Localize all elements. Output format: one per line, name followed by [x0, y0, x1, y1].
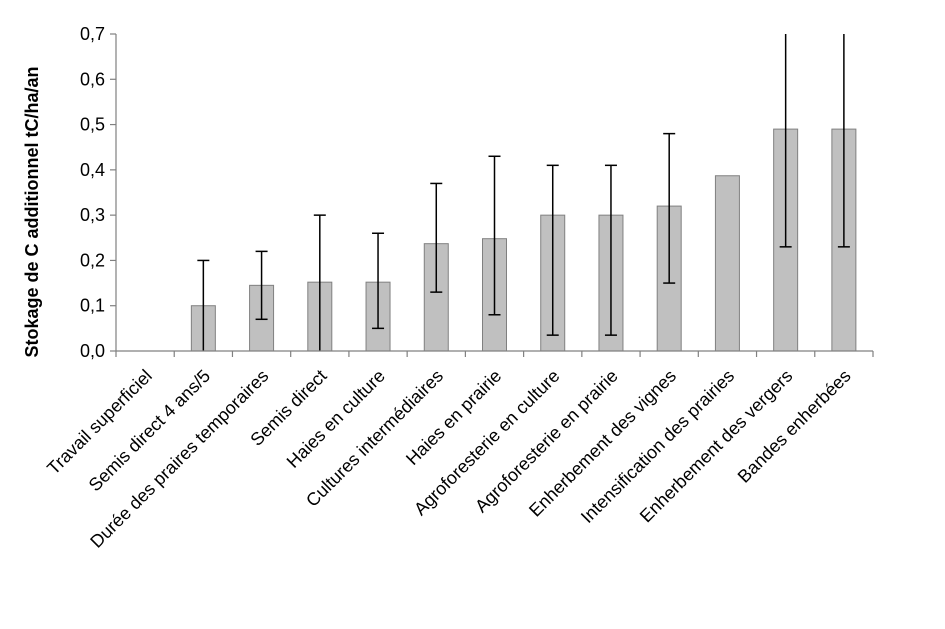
- y-tick-label: 0,1: [80, 296, 105, 316]
- y-tick-label: 0,6: [80, 69, 105, 89]
- y-tick-label: 0,0: [80, 341, 105, 361]
- bars-layer: [190, 128, 857, 352]
- y-tick-label: 0,7: [80, 24, 105, 44]
- x-tick-label: Travail superficiel: [43, 366, 156, 479]
- x-tick-label: Haies en culture: [283, 366, 389, 472]
- y-tick-label: 0,4: [80, 160, 105, 180]
- error-bars-layer: [197, 34, 850, 351]
- axes-layer: [115, 34, 874, 357]
- y-tick-label: 0,2: [80, 250, 105, 270]
- y-axis-title-group: Stokage de C additionnel tC/ha/an: [22, 66, 42, 357]
- bar: [714, 175, 740, 352]
- y-ticks-layer: 0,0 0,1 0,2 0,3 0,4 0,5 0,6 0,7: [80, 24, 116, 361]
- y-axis-title: Stokage de C additionnel tC/ha/an: [22, 66, 42, 357]
- x-tick-label: Bandes enherbées: [734, 366, 855, 487]
- y-tick-label: 0,5: [80, 115, 105, 135]
- y-tick-label: 0,3: [80, 205, 105, 225]
